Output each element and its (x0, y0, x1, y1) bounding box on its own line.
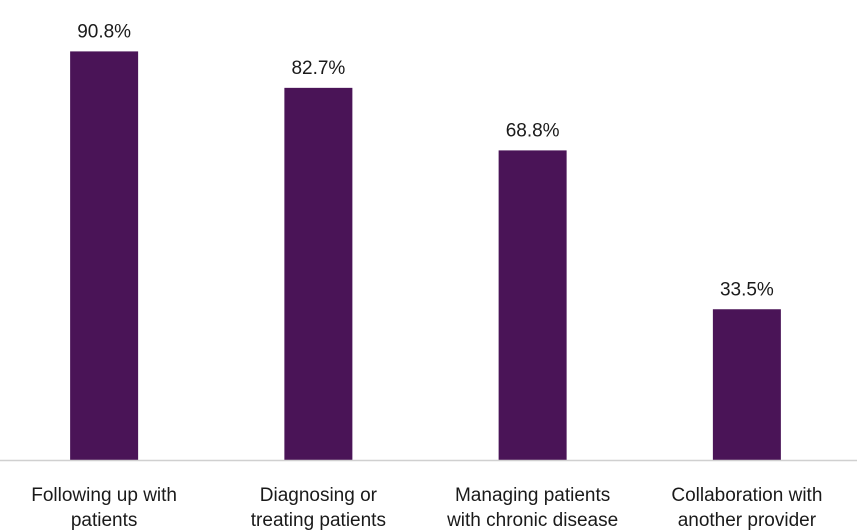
category-label-line: Managing patients (455, 485, 610, 506)
value-label-0: 90.8% (77, 21, 131, 42)
category-label-2: Managing patients with chronic disease (446, 485, 618, 531)
bar-0 (70, 51, 139, 461)
category-label-line: Collaboration with (671, 485, 822, 506)
category-label-line: Diagnosing or (260, 485, 378, 506)
category-label-line: treating patients (251, 510, 386, 531)
category-label-line: Following up with (31, 485, 177, 506)
bars-group (70, 51, 781, 461)
value-label-1: 82.7% (291, 58, 345, 79)
category-label-line: another provider (678, 510, 817, 531)
value-labels-group: 90.8% 82.7% 68.8% 33.5% (77, 21, 774, 300)
category-labels-group: Following up with patients Diagnosing or tr… (31, 485, 822, 531)
bar-3 (712, 309, 781, 460)
category-label-line: patients (71, 510, 138, 531)
bar-2 (498, 150, 567, 460)
category-label-3: Collaboration with another provider (671, 485, 822, 531)
category-label-0: Following up with patients (31, 485, 177, 531)
category-label-line: with chronic disease (446, 510, 618, 531)
value-label-2: 68.8% (506, 120, 560, 141)
bar-1 (284, 87, 353, 460)
value-label-3: 33.5% (720, 279, 774, 300)
category-label-1: Diagnosing or treating patients (251, 485, 386, 531)
